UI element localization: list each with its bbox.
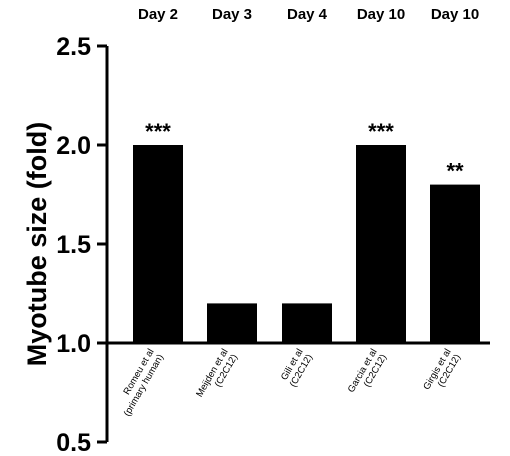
day-label: Day 10	[357, 6, 405, 23]
y-tick-label: 1.0	[56, 330, 91, 358]
y-axis: 0.5 1.0 1.5 2.0 2.5	[56, 33, 109, 456]
significance-label: **	[446, 159, 464, 184]
category-label: Girgis et al(C2C12)	[421, 347, 463, 392]
bars	[133, 145, 480, 343]
bar	[282, 303, 332, 343]
bar	[356, 145, 406, 343]
significance-label: ***	[145, 119, 171, 144]
category-label: Romeu et al(primary human)	[121, 347, 166, 418]
y-tick-label: 2.5	[56, 33, 91, 61]
category-label: Gili et al(C2C12)	[279, 347, 315, 389]
bar	[207, 303, 257, 343]
category-labels: Romeu et al(primary human) Meijden et al(…	[121, 347, 463, 418]
y-tick-label: 2.0	[56, 132, 91, 160]
significance-labels: *** *****	[145, 119, 464, 184]
day-label: Day 2	[138, 6, 178, 23]
bar	[133, 145, 183, 343]
y-axis-title: Myotube size (fold)	[22, 122, 52, 367]
day-label: Day 4	[287, 6, 328, 23]
significance-label: ***	[368, 119, 394, 144]
day-label: Day 3	[212, 6, 252, 23]
bar	[430, 184, 480, 343]
y-tick-label: 0.5	[56, 429, 91, 456]
day-label: Day 10	[431, 6, 479, 23]
day-labels: Day 2 Day 3 Day 4 Day 10 Day 10	[138, 6, 479, 23]
category-label: Meijden et al(C2C12)	[194, 347, 240, 399]
category-label: Garcia et al(C2C12)	[346, 347, 389, 395]
y-tick-label: 1.5	[56, 231, 91, 259]
